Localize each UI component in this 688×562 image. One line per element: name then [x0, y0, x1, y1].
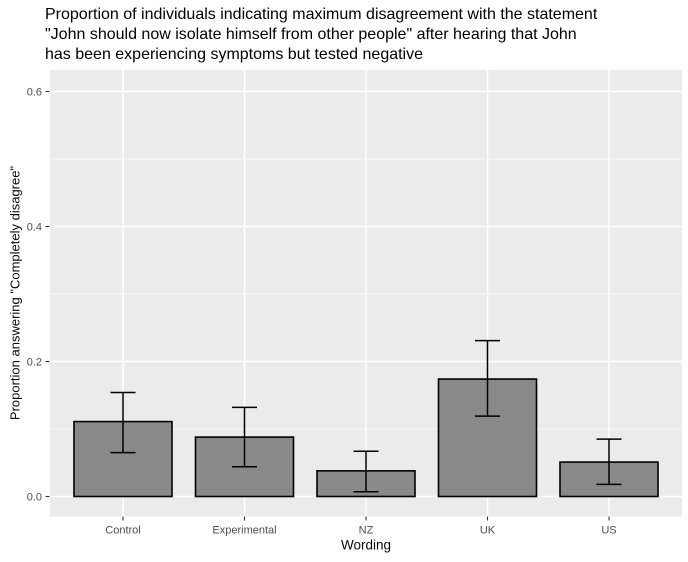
chart-title-line-3: has been experiencing symptoms but teste…: [45, 46, 424, 63]
x-tick-label: UK: [480, 525, 496, 537]
y-tick-label: 0.4: [27, 221, 42, 233]
y-tick-label: 0.2: [27, 356, 42, 368]
x-tick-label: Experimental: [212, 525, 276, 537]
chart-title-line-1: Proportion of individuals indicating max…: [45, 6, 598, 23]
chart-title: Proportion of individuals indicating max…: [45, 5, 597, 65]
y-tick-label: 0.6: [27, 86, 42, 98]
x-axis-title: Wording: [340, 537, 392, 553]
bar-uk: [437, 378, 538, 498]
y-tick-label: 0.0: [27, 491, 42, 503]
y-axis-title: Proportion answering "Completely disagre…: [7, 165, 23, 421]
x-tick-label: NZ: [359, 525, 374, 537]
chart-title-line-2: "John should now isolate himself from ot…: [45, 26, 577, 43]
x-tick-label: Control: [105, 525, 140, 537]
x-tick-label: US: [601, 525, 616, 537]
